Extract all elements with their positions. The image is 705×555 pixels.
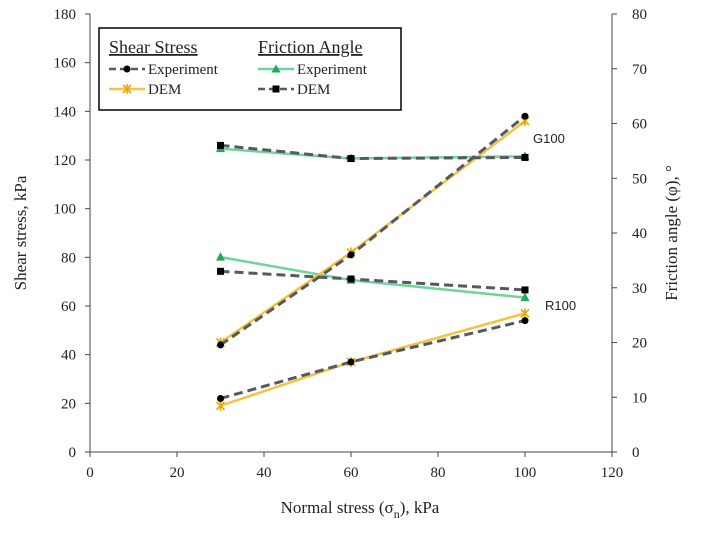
x-tick-label: 20 — [170, 465, 185, 481]
legend-label-shear-experiment: Experiment — [148, 62, 219, 78]
data-point-circle — [217, 394, 224, 402]
data-point-star — [215, 400, 226, 411]
data-point-square — [347, 275, 355, 283]
series-r100_shear_dem — [215, 308, 530, 411]
x-tick-label: 120 — [601, 465, 624, 481]
y2-tick-label: 0 — [632, 445, 640, 461]
x-axis-title: Normal stress (σn), kPa — [281, 498, 440, 521]
legend-marker-triangle — [271, 64, 281, 73]
x-tick-label: 80 — [431, 465, 446, 481]
data-point-circle — [521, 112, 529, 120]
data-point-triangle — [520, 292, 530, 302]
y2-tick-label: 10 — [632, 390, 647, 406]
series-r100_shear_exp — [217, 317, 529, 402]
series-line-r100_shear_exp — [220, 319, 526, 400]
data-point-square — [347, 155, 355, 163]
x-tick-label: 100 — [514, 465, 537, 481]
y2-tick-label: 50 — [632, 171, 647, 187]
legend-box — [98, 27, 402, 111]
legend-item-friction-dem: DEM — [258, 82, 330, 98]
legend-marker-square — [272, 85, 280, 93]
y-tick-label: 40 — [61, 348, 76, 364]
series-line-r100_fric_dem — [220, 269, 526, 292]
y-tick-label: 140 — [54, 104, 77, 120]
data-point-square — [217, 267, 224, 275]
x-tick-label: 60 — [344, 465, 359, 481]
legend-label-shear-dem: DEM — [148, 82, 181, 98]
y2-tick-label: 60 — [632, 117, 647, 133]
legend-marker-circle — [123, 65, 131, 73]
series-g100_shear_exp — [217, 112, 529, 349]
series-line-g100_shear_dem — [219, 120, 526, 344]
x-tick-label: 0 — [86, 465, 94, 481]
y2-tick-label: 40 — [632, 226, 647, 242]
y-tick-label: 60 — [61, 299, 76, 315]
legend: Shear Stress Friction Angle Experiment D… — [98, 27, 402, 111]
annotation-r100: R100 — [545, 298, 576, 313]
y-tick-label: 20 — [61, 396, 76, 412]
annotation-g100: G100 — [533, 131, 565, 146]
data-point-circle — [521, 317, 529, 325]
series-r100_fric_exp — [216, 252, 530, 302]
x-tick-label: 40 — [257, 465, 272, 481]
legend-item-shear-experiment: Experiment — [109, 62, 219, 78]
y2-tick-label: 80 — [632, 7, 647, 23]
y-tick-label: 100 — [54, 202, 77, 218]
y2-tick-label: 20 — [632, 336, 647, 352]
y-axis-title: Shear stress, kPa — [11, 175, 30, 290]
y2-tick-label: 70 — [632, 62, 647, 78]
data-point-square — [521, 286, 529, 294]
y2-tick-label: 30 — [632, 281, 647, 297]
legend-label-friction-experiment: Experiment — [297, 62, 368, 78]
y-tick-label: 0 — [69, 445, 77, 461]
series-g100_fric_dem — [217, 141, 529, 163]
series-r100_fric_dem — [217, 267, 529, 294]
legend-marker-star — [122, 84, 132, 94]
data-point-triangle — [216, 252, 225, 261]
y-tick-label: 180 — [54, 7, 77, 23]
legend-item-friction-experiment: Experiment — [258, 62, 368, 78]
y-tick-label: 80 — [61, 250, 76, 266]
data-point-star — [520, 308, 530, 319]
data-point-circle — [217, 341, 224, 349]
legend-shear-title: Shear Stress — [109, 37, 198, 57]
y2-axis-title: Friction angle (φ), ° — [662, 165, 681, 301]
y-tick-label: 120 — [54, 153, 77, 169]
data-point-square — [217, 141, 224, 149]
series-line-r100_fric_exp — [220, 255, 526, 299]
data-point-circle — [347, 251, 355, 259]
legend-label-friction-dem: DEM — [297, 82, 330, 98]
y-tick-label: 160 — [54, 56, 77, 72]
data-point-circle — [347, 358, 355, 366]
legend-item-shear-dem: DEM — [109, 82, 181, 98]
series-line-r100_shear_dem — [220, 312, 526, 407]
data-point-square — [521, 153, 529, 161]
legend-friction-title: Friction Angle — [258, 37, 363, 57]
